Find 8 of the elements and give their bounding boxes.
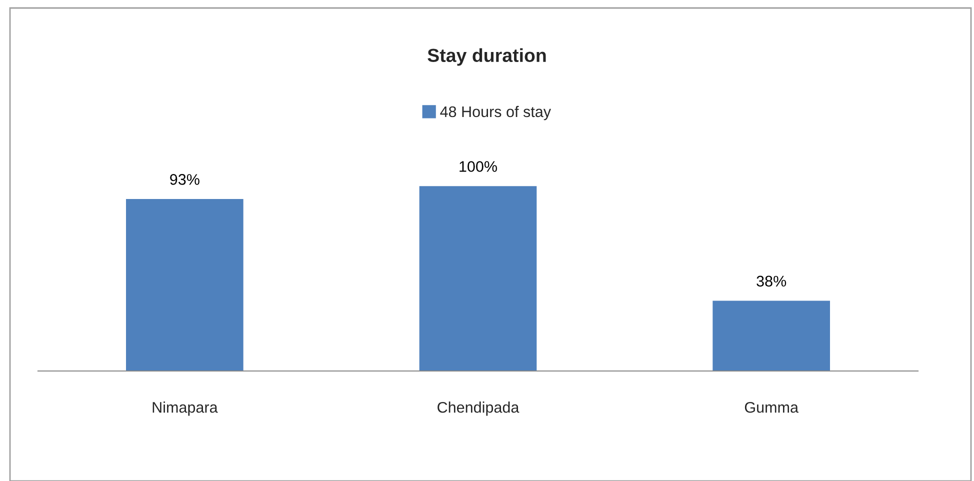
data-label: 100% xyxy=(460,161,497,172)
data-label: 93% xyxy=(170,174,200,185)
chart-title: Stay duration xyxy=(428,48,546,66)
x-tick-label: Gumma xyxy=(744,402,798,413)
legend-label: 48 Hours of stay xyxy=(440,106,551,120)
data-label: 38% xyxy=(756,276,786,287)
x-tick-label: Nimapara xyxy=(152,402,218,416)
x-tick-label: Chendipada xyxy=(438,402,520,416)
